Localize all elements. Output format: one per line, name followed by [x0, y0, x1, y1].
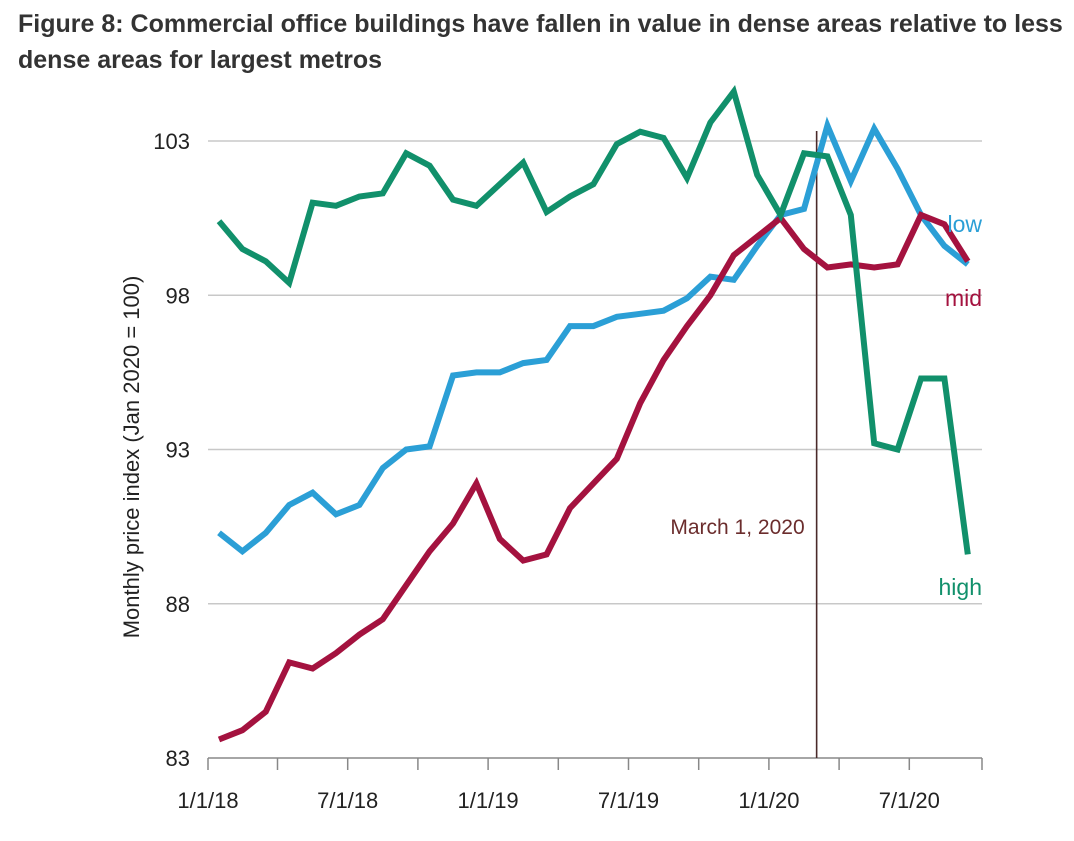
y-tick-label: 83 [166, 746, 190, 771]
x-tick-label: 7/1/20 [879, 788, 940, 813]
series-label-mid: mid [945, 285, 982, 311]
gridlines [208, 140, 982, 605]
x-tick-label: 7/1/18 [317, 788, 378, 813]
y-tick-label: 98 [166, 283, 190, 308]
y-axis-label: Monthly price index (Jan 2020 = 100) [119, 276, 144, 639]
series-label-high: high [939, 574, 982, 600]
y-tick-label: 103 [153, 129, 190, 154]
x-tick-labels: 1/1/18 7/1/18 1/1/19 7/1/19 1/1/20 7/1/20 [177, 788, 939, 813]
y-tick-label: 93 [166, 438, 190, 463]
x-tick-label: 1/1/19 [458, 788, 519, 813]
series-line-mid [217, 211, 971, 743]
series-labels: low mid high [939, 211, 983, 600]
chart-title: Figure 8: Commercial office buildings ha… [18, 10, 1063, 74]
series-line-low [217, 116, 970, 556]
annotations: March 1, 2020 [670, 131, 818, 758]
annotation-label: March 1, 2020 [670, 516, 804, 539]
x-tick-label: 7/1/19 [598, 788, 659, 813]
series-label-low: low [947, 211, 982, 237]
y-tick-labels: 83 88 93 98 103 [153, 129, 190, 771]
axes [207, 757, 983, 770]
series-line-high [216, 84, 971, 555]
x-tick-label: 1/1/18 [177, 788, 238, 813]
y-tick-label: 88 [166, 592, 190, 617]
x-tick-label: 1/1/20 [738, 788, 799, 813]
series-lines [216, 84, 971, 743]
